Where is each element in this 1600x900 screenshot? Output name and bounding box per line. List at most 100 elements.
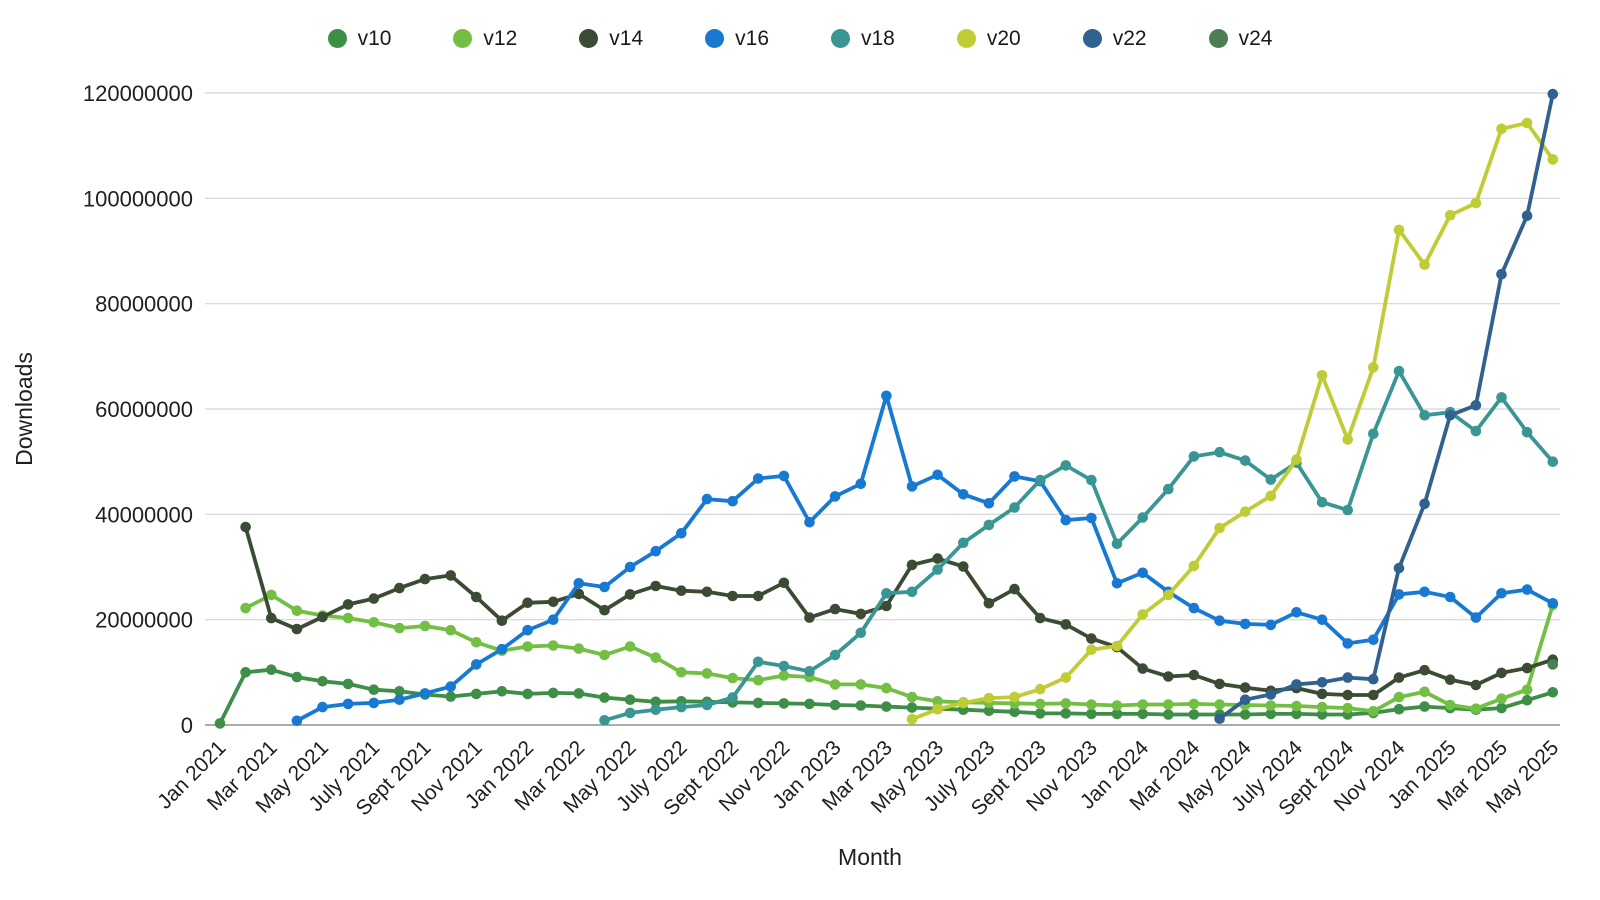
legend-label: v22 bbox=[1112, 27, 1147, 50]
series-point-v14 bbox=[1470, 679, 1482, 691]
legend-dot-icon bbox=[831, 29, 850, 48]
legend-item-v12[interactable]: v12 bbox=[453, 28, 517, 49]
series-point-v18 bbox=[1137, 512, 1148, 523]
series-point-v10 bbox=[599, 692, 610, 703]
legend-item-v14[interactable]: v14 bbox=[579, 28, 643, 49]
series-point-v22 bbox=[1316, 677, 1328, 688]
series-point-v10 bbox=[214, 718, 226, 729]
series-point-v14 bbox=[1009, 583, 1020, 595]
series-point-v16 bbox=[1496, 588, 1507, 599]
series-point-v10 bbox=[778, 698, 790, 709]
series-point-v16 bbox=[932, 469, 943, 481]
y-tick-label: 40000000 bbox=[95, 502, 193, 527]
series-point-v22 bbox=[1496, 268, 1507, 280]
series-point-v22 bbox=[1444, 410, 1456, 421]
series-point-v18 bbox=[1316, 496, 1328, 508]
series-point-v20 bbox=[1060, 672, 1072, 683]
series-point-v10 bbox=[624, 694, 636, 705]
series-point-v14 bbox=[932, 553, 943, 564]
series-point-v16 bbox=[958, 489, 969, 500]
series-point-v14 bbox=[547, 596, 559, 608]
series-line-v14 bbox=[243, 525, 1555, 697]
series-point-v12 bbox=[1419, 686, 1430, 698]
series-point-v10 bbox=[496, 686, 508, 697]
series-point-v10 bbox=[1265, 708, 1277, 720]
series-point-v12 bbox=[445, 624, 457, 636]
series-point-v14 bbox=[1521, 662, 1533, 674]
series-point-v12 bbox=[1214, 699, 1225, 710]
legend-item-v16[interactable]: v16 bbox=[705, 28, 769, 49]
series-point-v10 bbox=[1111, 708, 1123, 720]
series-point-v10 bbox=[1496, 702, 1507, 714]
series-point-v22 bbox=[1470, 400, 1482, 411]
legend-label: v10 bbox=[357, 27, 392, 50]
series-point-v12 bbox=[471, 637, 482, 648]
series-point-v10 bbox=[394, 686, 405, 697]
y-tick-label: 80000000 bbox=[95, 292, 193, 317]
series-point-v12 bbox=[291, 605, 303, 616]
series-point-v20 bbox=[1188, 560, 1200, 572]
series-point-v22 bbox=[1547, 88, 1559, 100]
series-point-v12 bbox=[1137, 699, 1148, 710]
series-point-v16 bbox=[1291, 607, 1302, 618]
legend-item-v20[interactable]: v20 bbox=[956, 28, 1021, 49]
gridlines-layer bbox=[205, 92, 1560, 726]
legend-item-v10[interactable]: v10 bbox=[327, 27, 392, 50]
series-point-v22 bbox=[1419, 498, 1430, 510]
y-tick-label: 120000000 bbox=[83, 81, 193, 106]
series-point-v18 bbox=[1547, 456, 1559, 468]
series-point-v16 bbox=[1547, 598, 1559, 609]
series-point-v12 bbox=[676, 667, 687, 678]
series-point-v18 bbox=[752, 656, 764, 668]
series-point-v12 bbox=[624, 641, 636, 652]
series-point-v16 bbox=[1368, 634, 1379, 645]
series-point-v10 bbox=[547, 687, 559, 699]
series-point-v16 bbox=[496, 643, 508, 655]
series-point-v14 bbox=[1214, 678, 1225, 690]
series-point-v12 bbox=[881, 682, 892, 694]
series-point-v16 bbox=[1342, 638, 1353, 649]
series-point-v20 bbox=[983, 692, 995, 704]
series-point-v12 bbox=[1086, 699, 1097, 710]
series-point-v16 bbox=[1419, 586, 1430, 598]
series-point-v16 bbox=[1137, 567, 1148, 579]
legend-label: v16 bbox=[735, 27, 769, 50]
series-point-v14 bbox=[1393, 672, 1405, 683]
series-point-v14 bbox=[1239, 682, 1251, 693]
series-point-v18 bbox=[1163, 483, 1174, 495]
series-point-v14 bbox=[1444, 674, 1456, 685]
series-point-v12 bbox=[1393, 691, 1405, 703]
series-point-v14 bbox=[906, 559, 918, 571]
series-point-v10 bbox=[1137, 708, 1148, 720]
series-point-v10 bbox=[650, 696, 661, 708]
series-point-v14 bbox=[778, 577, 790, 589]
series-point-v18 bbox=[1060, 460, 1072, 471]
series-point-v10 bbox=[1393, 703, 1405, 715]
series-point-v16 bbox=[1521, 584, 1533, 595]
series-point-v24 bbox=[1547, 659, 1559, 670]
legend-item-v18[interactable]: v18 bbox=[831, 28, 895, 49]
series-point-v16 bbox=[1239, 618, 1251, 630]
series-line-v20 bbox=[910, 121, 1555, 722]
series-point-v20 bbox=[1214, 522, 1225, 534]
series-point-v12 bbox=[932, 696, 943, 707]
series-point-v18 bbox=[906, 586, 918, 598]
series-point-v14 bbox=[829, 603, 841, 615]
series-point-v12 bbox=[1470, 703, 1482, 714]
series-point-v20 bbox=[1086, 644, 1097, 655]
series-point-v20 bbox=[1547, 154, 1559, 165]
series-point-v18 bbox=[624, 707, 636, 719]
legend-item-v22[interactable]: v22 bbox=[1082, 27, 1147, 50]
series-point-v10 bbox=[1291, 708, 1302, 720]
series-point-v20 bbox=[1521, 117, 1533, 129]
series-point-v14 bbox=[1137, 663, 1148, 674]
series-point-v14 bbox=[958, 561, 969, 572]
y-tick-label: 60000000 bbox=[95, 397, 193, 422]
legend-item-v24[interactable]: v24 bbox=[1208, 28, 1272, 49]
series-point-v22 bbox=[1291, 679, 1302, 690]
series-point-v16 bbox=[804, 516, 815, 528]
series-point-v14 bbox=[1163, 671, 1174, 682]
series-line-v12 bbox=[243, 593, 1555, 714]
series-point-v10 bbox=[342, 678, 354, 690]
